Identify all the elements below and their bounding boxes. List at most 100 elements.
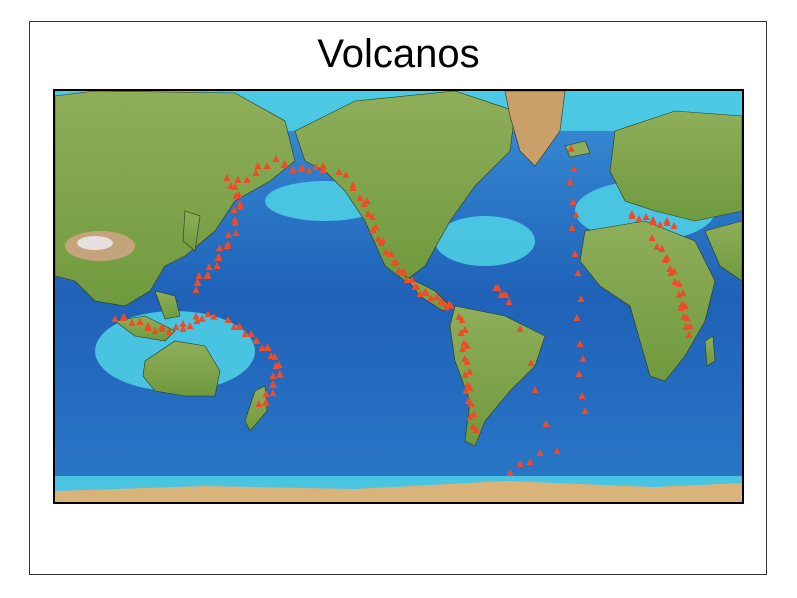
volcano-triangle-icon — [466, 368, 474, 375]
volcano-triangle-icon — [578, 392, 586, 399]
volcano-triangle-icon — [671, 278, 679, 285]
volcano-triangle-icon — [368, 213, 376, 220]
volcano-triangle-icon — [526, 458, 534, 465]
volcano-triangle-icon — [363, 197, 371, 204]
volcano-triangle-icon — [433, 293, 441, 300]
volcano-triangle-icon — [653, 243, 661, 250]
volcano-triangle-icon — [223, 174, 231, 181]
arabia — [704, 220, 742, 282]
volcano-triangle-icon — [500, 291, 508, 298]
volcano-triangle-icon — [360, 200, 368, 207]
volcano-triangle-icon — [269, 389, 277, 396]
volcano-triangle-icon — [272, 155, 280, 162]
volcano-triangle-icon — [192, 312, 200, 320]
madagascar — [704, 335, 716, 367]
volcano-triangle-icon — [374, 235, 382, 242]
volcano-triangle-icon — [579, 355, 587, 362]
volcano-triangle-icon — [305, 167, 313, 174]
volcano-triangle-icon — [576, 340, 584, 347]
volcano-triangle-icon — [635, 215, 643, 222]
volcano-triangle-icon — [568, 224, 576, 231]
volcano-triangle-icon — [252, 337, 260, 344]
volcano-triangle-icon — [224, 316, 232, 323]
iceland — [564, 140, 591, 158]
volcano-triangle-icon — [144, 322, 152, 329]
volcano-triangle-icon — [658, 245, 666, 252]
africa — [579, 220, 716, 382]
volcano-triangle-icon — [675, 280, 683, 287]
volcano-triangle-icon — [527, 359, 535, 366]
volcano-triangle-icon — [536, 449, 544, 456]
volcano-triangle-icon — [470, 410, 478, 417]
world-map-svg — [55, 91, 742, 502]
volcano-triangle-icon — [372, 223, 380, 230]
volcano-triangle-icon — [224, 231, 232, 238]
volcano-triangle-icon — [254, 162, 262, 169]
volcano-triangle-icon — [675, 291, 683, 298]
volcano-triangle-icon — [158, 323, 166, 330]
volcano-triangle-icon — [179, 320, 187, 327]
volcano-triangle-icon — [581, 407, 589, 414]
volcano-triangle-icon — [269, 372, 277, 379]
volcano-triangle-icon — [649, 216, 657, 223]
volcano-triangle-icon — [231, 183, 239, 190]
volcano-triangle-icon — [466, 413, 474, 420]
volcano-triangle-icon — [437, 297, 445, 305]
volcano-triangle-icon — [677, 304, 685, 311]
volcano-triangle-icon — [195, 272, 203, 279]
volcano-triangle-icon — [683, 314, 691, 321]
volcano-triangle-icon — [661, 256, 669, 263]
volcano-triangle-icon — [186, 322, 194, 329]
volcano-triangle-icon — [128, 319, 136, 326]
volcano-triangle-icon — [670, 222, 678, 229]
japan — [182, 210, 201, 252]
volcano-triangle-icon — [192, 286, 200, 293]
volcano-triangle-icon — [198, 314, 206, 322]
volcano-triangle-icon — [179, 325, 187, 332]
volcano-triangle-icon — [213, 262, 221, 269]
volcano-triangle-icon — [666, 265, 674, 272]
volcano-triangle-icon — [258, 344, 266, 351]
north-america — [294, 91, 516, 282]
australia — [142, 340, 221, 397]
volcano-triangle-icon — [369, 226, 377, 233]
volcano-triangle-icon — [463, 358, 471, 365]
volcano-triangle-icon — [281, 160, 289, 167]
volcano-triangle-icon — [516, 325, 524, 332]
volcano-triangle-icon — [656, 221, 664, 228]
volcano-triangle-icon — [235, 323, 243, 330]
volcano-triangle-icon — [193, 317, 201, 324]
volcano-triangle-icon — [460, 339, 468, 346]
volcano-triangle-icon — [262, 390, 270, 397]
volcano-triangle-icon — [210, 312, 218, 320]
volcano-triangle-icon — [364, 210, 372, 217]
volcano-triangle-icon — [628, 210, 636, 217]
arctic-land — [504, 91, 591, 167]
volcano-triangle-icon — [403, 276, 411, 283]
volcano-triangle-icon — [241, 330, 249, 337]
volcano-triangle-icon — [458, 316, 466, 323]
volcano-triangle-icon — [461, 326, 469, 333]
volcano-triangle-icon — [461, 371, 469, 378]
volcano-triangle-icon — [408, 276, 416, 283]
volcano-triangle-icon — [298, 164, 306, 171]
volcano-triangle-icon — [505, 298, 513, 305]
volcano-triangle-icon — [516, 460, 524, 467]
volcano-triangle-icon — [223, 242, 231, 249]
volcano-triangle-icon — [571, 250, 579, 257]
volcano-triangle-icon — [575, 370, 583, 377]
volcano-triangle-icon — [262, 399, 270, 406]
volcano-triangle-icon — [349, 184, 357, 191]
volcano-triangle-icon — [573, 314, 581, 321]
volcano-triangle-icon — [205, 263, 213, 270]
volcano-triangle-icon — [136, 318, 144, 325]
volcano-triangle-icon — [230, 206, 238, 213]
volcano-triangle-icon — [506, 469, 514, 476]
map-title: Volcanos — [317, 32, 480, 76]
volcano-triangle-icon — [427, 294, 435, 301]
volcano-triangle-icon — [390, 259, 398, 266]
volcano-triangle-icon — [319, 162, 327, 169]
volcano-triangle-icon — [232, 192, 240, 199]
volcano-triangle-icon — [243, 176, 251, 183]
volcano-triangle-icon — [382, 248, 390, 255]
